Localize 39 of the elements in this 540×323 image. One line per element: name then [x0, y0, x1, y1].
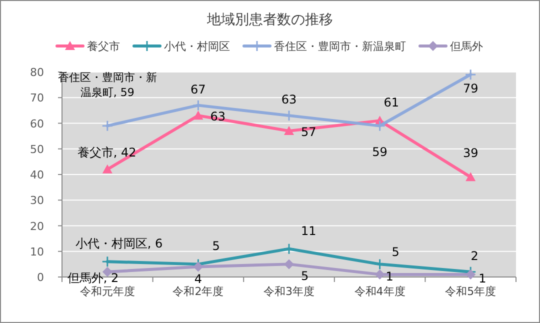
y-tick-label: 30 [30, 194, 44, 208]
data-label: 11 [301, 224, 316, 238]
legend-label: 香住区・豊岡市・新温泉町 [274, 40, 406, 53]
x-tick-label: 令和5年度 [445, 285, 496, 298]
x-tick-label: 令和4年度 [354, 285, 406, 298]
chart-title: 地域別患者数の推移 [206, 12, 333, 28]
data-label: 61 [384, 96, 400, 110]
data-label: 小代・村岡区, 6 [75, 236, 163, 251]
x-tick-label: 令和2年度 [172, 285, 224, 298]
data-label: 1 [386, 269, 394, 284]
data-label: 57 [301, 124, 316, 139]
y-tick-label: 40 [30, 168, 44, 182]
data-label: 5 [212, 239, 220, 254]
data-label: 但馬外, 2 [67, 270, 119, 285]
data-label: 香住区・豊岡市・新温泉町, 59 [58, 70, 157, 99]
y-tick-label: 20 [30, 220, 44, 233]
x-tick-label: 令和元年度 [80, 285, 135, 298]
y-tick-label: 10 [30, 245, 44, 258]
legend-label: 養父市 [87, 40, 120, 53]
y-tick-label: 0 [37, 271, 44, 284]
data-label: 79 [462, 82, 478, 96]
data-label: 4 [194, 272, 202, 286]
data-label: 1 [478, 271, 486, 286]
data-label: 2 [470, 248, 478, 263]
y-tick-label: 50 [30, 142, 44, 156]
legend-label: 但馬外 [450, 40, 483, 53]
data-label: 養父市, 42 [77, 145, 136, 160]
data-label: 39 [462, 146, 478, 160]
data-label: 63 [210, 110, 226, 124]
data-label: 59 [372, 144, 388, 159]
data-label: 67 [190, 82, 206, 96]
legend-label: 小代・村岡区 [164, 40, 230, 53]
data-label: 5 [392, 245, 400, 260]
data-label: 5 [301, 269, 309, 284]
y-tick-label: 70 [30, 92, 44, 105]
y-tick-label: 60 [30, 117, 44, 130]
y-tick-label: 80 [30, 66, 44, 79]
x-tick-label: 令和3年度 [264, 285, 314, 298]
data-label: 63 [281, 92, 297, 107]
